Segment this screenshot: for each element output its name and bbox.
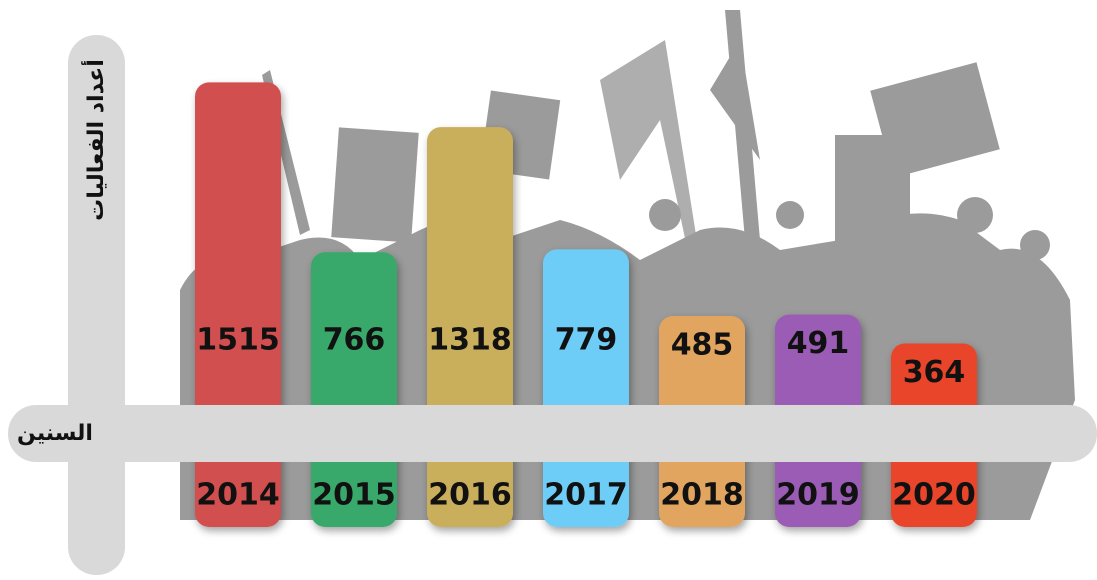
- chart: أعداد الفعاليات السنين 1515 2014 766 2015 13…: [0, 0, 1097, 580]
- x-tick-label: 2014: [196, 478, 280, 513]
- value-label: 1318: [428, 323, 512, 358]
- value-label: 491: [787, 326, 850, 361]
- x-axis-label: السنين: [17, 421, 93, 446]
- x-tick-label: 2018: [660, 478, 744, 513]
- x-tick-label: 2019: [776, 478, 860, 513]
- value-label: 766: [323, 323, 386, 358]
- value-label: 485: [671, 328, 734, 363]
- x-tick-label: 2015: [312, 478, 396, 513]
- value-label: 364: [903, 355, 966, 390]
- y-axis-label: أعداد الفعاليات: [80, 59, 109, 221]
- x-axis-band: [8, 405, 1097, 462]
- x-tick-label: 2017: [544, 478, 628, 513]
- x-tick-label: 2020: [892, 478, 976, 513]
- value-label: 1515: [196, 323, 280, 358]
- x-tick-label: 2016: [428, 478, 512, 513]
- value-label: 779: [555, 323, 618, 358]
